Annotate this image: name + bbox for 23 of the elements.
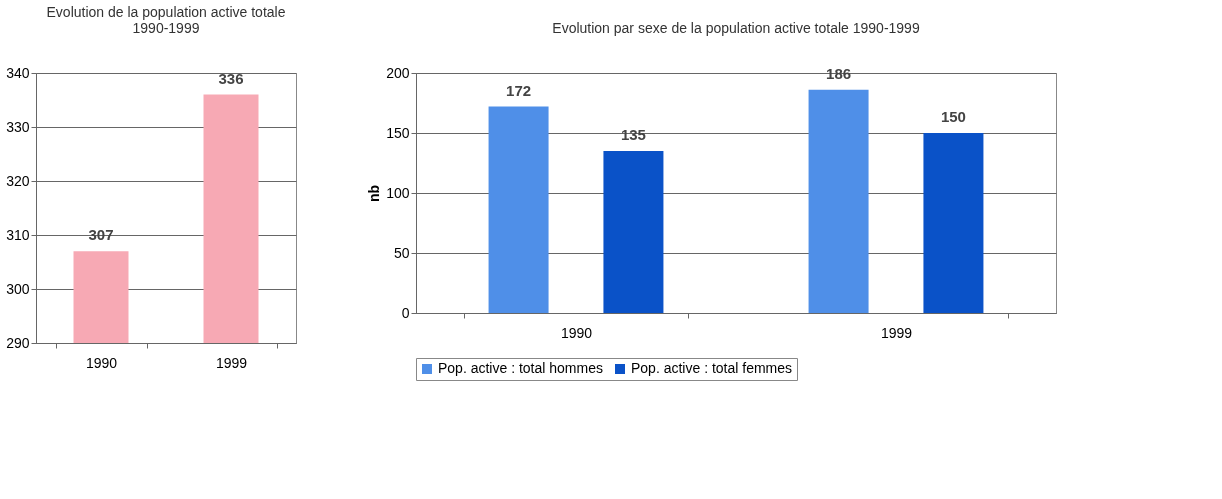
- y-axis-title: nb: [366, 184, 383, 203]
- y-tick-label: 330: [6, 118, 30, 135]
- legend-label: Pop. active : total hommes: [438, 360, 603, 376]
- y-tick-label: 150: [386, 124, 410, 141]
- x-tick-label: 1999: [215, 354, 248, 371]
- chart-title: Evolution par sexe de la population active totale 1990-1999: [552, 20, 920, 36]
- legend-label: Pop. active : total femmes: [631, 360, 793, 376]
- x-tick-label: 1990: [560, 324, 593, 341]
- x-tick-label: 1999: [880, 324, 913, 341]
- y-tick-label: 100: [386, 184, 410, 201]
- y-tick-label: 310: [6, 226, 30, 243]
- y-tick-label: 320: [6, 172, 30, 189]
- y-tick-label: 340: [6, 64, 30, 81]
- data-label: 172: [506, 81, 532, 99]
- y-tick-label: 290: [6, 334, 30, 351]
- x-tick-label: 1990: [85, 354, 118, 371]
- y-tick-label: 50: [393, 244, 410, 261]
- data-label: 336: [218, 69, 244, 87]
- data-label: 150: [940, 108, 966, 125]
- chart-title: Evolution de la population active totale 1990-1999: [46, 4, 286, 36]
- y-tick-label: 0: [401, 304, 410, 321]
- y-tick-label: 200: [386, 64, 410, 81]
- y-tick-label: 300: [6, 280, 30, 297]
